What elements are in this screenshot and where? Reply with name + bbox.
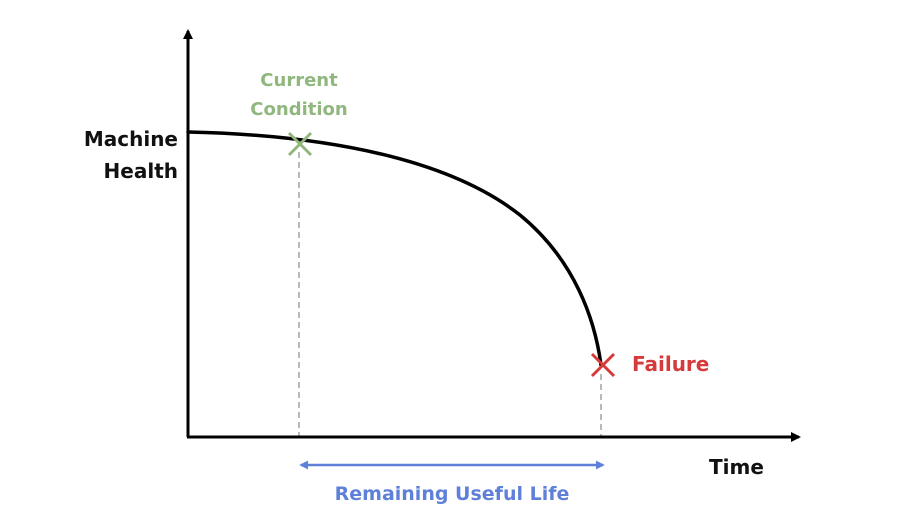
remaining-life-label: Remaining Useful Life	[334, 483, 570, 505]
current-condition-label-line-2: Condition	[250, 99, 348, 120]
failure-label: Failure	[632, 352, 710, 376]
failure-marker-icon	[590, 352, 616, 378]
current-condition-marker-icon	[287, 131, 313, 157]
current-condition-label-line-1: Current	[260, 70, 338, 91]
y-axis-label: Machine Health	[84, 123, 178, 187]
y-axis-label-line-1: Machine	[83, 127, 178, 151]
x-axis-label: Time	[709, 455, 764, 479]
health-curve	[186, 130, 603, 367]
current-condition-label: Current Condition	[250, 66, 347, 124]
y-axis-label-line-2: Health	[103, 159, 178, 183]
